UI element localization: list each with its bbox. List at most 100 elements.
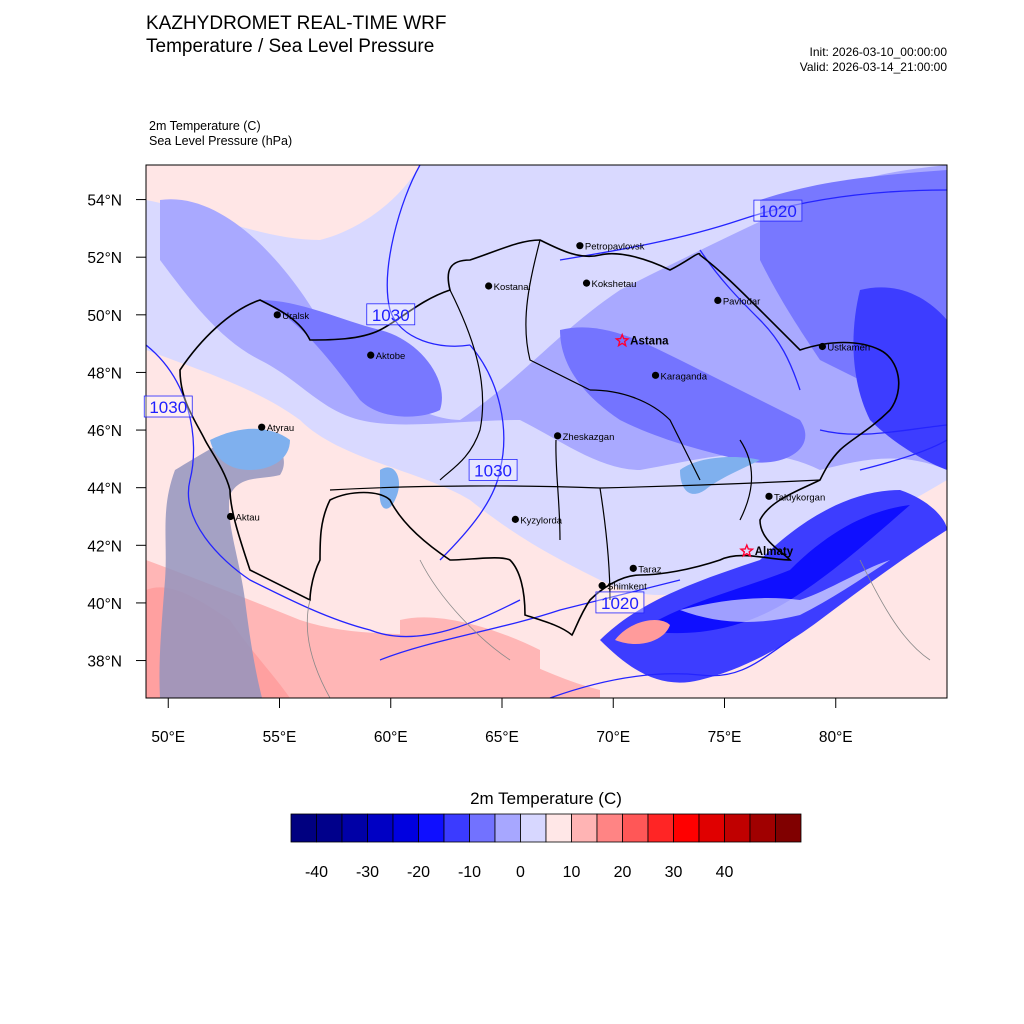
colorbar-label: 20	[614, 864, 632, 881]
isobar-label: 1030	[149, 398, 187, 417]
lat-tick-label: 38°N	[87, 654, 122, 671]
colorbar-swatch	[673, 813, 700, 843]
field-label-temperature: 2m Temperature (C)	[149, 119, 261, 133]
valid-time: Valid: 2026-03-14_21:00:00	[799, 60, 947, 74]
temperature-colorbar: -40 -30 -20 -10 0 10 20 30 40	[290, 813, 802, 881]
colorbar-swatch	[698, 813, 725, 843]
lat-tick-label: 42°N	[87, 538, 122, 555]
city-label: Atyrau	[267, 423, 294, 434]
city-dot-icon	[651, 371, 660, 379]
borders	[179, 239, 931, 698]
lon-tick-label: 65°E	[485, 729, 519, 746]
lon-tick-label: 55°E	[263, 729, 297, 746]
colorbar-title: 2m Temperature (C)	[470, 789, 622, 808]
city-label: Karaganda	[661, 371, 708, 382]
city-markers: Petropavlovsk Kostanai Kokshetau Pavlodar Ur…	[226, 242, 870, 593]
isobar-label: 1030	[372, 306, 410, 325]
colorbar-swatch	[571, 813, 598, 843]
lon-tick-label: 50°E	[151, 729, 185, 746]
isobar-label-box	[366, 303, 416, 326]
colorbar-label: -40	[305, 864, 328, 881]
isobar-label-box	[468, 458, 518, 481]
colorbar-swatch	[392, 813, 419, 843]
isobar-label: 1020	[759, 202, 797, 221]
city-dot-icon	[226, 512, 235, 521]
city-label: Shimkent	[607, 582, 647, 593]
isobar-label: 1020	[601, 594, 639, 613]
colorbar-swatch	[520, 813, 547, 843]
city-label: Almaty	[755, 546, 794, 558]
colorbar-swatch	[622, 813, 649, 843]
lat-tick-label: 50°N	[87, 308, 122, 325]
city-label: Pavlodar	[723, 296, 761, 307]
city-dot-icon	[554, 432, 562, 440]
lat-tick-label: 54°N	[87, 193, 122, 210]
colorbar-swatch	[469, 813, 496, 843]
colorbar-swatch	[749, 813, 776, 843]
capital-star-icon	[739, 543, 755, 558]
city-label: Taraz	[638, 564, 661, 575]
isobar-labels: 1020 1030 1030 1030 1020	[143, 199, 803, 614]
city-label: Taldykorgan	[774, 492, 825, 503]
colorbar-swatch	[418, 813, 445, 843]
colorbar-swatch	[367, 813, 394, 843]
city-label: Kokshetau	[592, 279, 637, 290]
city-dot-icon	[818, 342, 827, 351]
city-label: Kyzylorda	[520, 515, 562, 526]
colorbar-label: 10	[563, 864, 581, 881]
colorbar-swatch	[316, 813, 343, 843]
lon-tick-label: 75°E	[708, 729, 742, 746]
city-dot-icon	[367, 351, 375, 359]
colorbar-swatch	[545, 813, 572, 843]
city-label: Zheskazgan	[563, 432, 615, 443]
colorbar-label: 0	[516, 864, 525, 881]
city-dot-icon	[511, 515, 519, 523]
colorbar-label: -10	[458, 864, 481, 881]
lat-tick-label: 48°N	[87, 365, 122, 382]
isobar-label-box	[143, 395, 193, 418]
city-label: Ustkamen	[827, 343, 870, 354]
colorbar-label: -20	[407, 864, 430, 881]
capital-star-icon	[614, 332, 630, 348]
city-dot-icon	[765, 492, 773, 500]
map-field	[146, 165, 947, 698]
city-label: Astana	[630, 336, 669, 348]
colorbar-swatch	[596, 813, 623, 843]
lon-tick-label: 80°E	[819, 729, 853, 746]
city-dot-icon	[714, 296, 722, 305]
chart-title: KAZHYDROMET REAL-TIME WRF	[146, 13, 447, 34]
colorbar-label: 30	[665, 864, 683, 881]
colorbar-label: -30	[356, 864, 379, 881]
isobar-label: 1030	[474, 461, 512, 480]
lat-tick-label: 52°N	[87, 250, 122, 267]
city-dot-icon	[258, 423, 266, 431]
city-dot-icon	[582, 279, 591, 287]
city-dot-icon	[485, 282, 493, 290]
isobars	[146, 165, 947, 698]
lon-tick-label: 60°E	[374, 729, 408, 746]
isobar-label-box	[753, 199, 803, 222]
latitude-ticks: 54°N 52°N 50°N 48°N 46°N 44°N 42°N 40°N 38°N	[87, 193, 146, 671]
lat-tick-label: 46°N	[87, 423, 122, 440]
city-dot-icon	[598, 582, 606, 590]
colorbar-swatch	[724, 813, 751, 843]
colorbar-swatch	[775, 813, 802, 843]
city-label: Kostanai	[494, 282, 531, 293]
isobar-label-box	[595, 591, 645, 614]
chart-subtitle: Temperature / Sea Level Pressure	[146, 36, 435, 57]
colorbar-swatch	[647, 813, 674, 843]
lon-tick-label: 70°E	[596, 729, 630, 746]
lat-tick-label: 40°N	[87, 596, 122, 613]
city-label: Aktobe	[376, 351, 406, 362]
colorbar-label: 40	[716, 864, 734, 881]
field-label-pressure: Sea Level Pressure (hPa)	[149, 134, 293, 148]
longitude-ticks: 50°E 55°E 60°E 65°E 70°E 75°E 80°E	[151, 698, 853, 746]
colorbar-swatch	[290, 813, 317, 843]
lat-tick-label: 44°N	[87, 481, 122, 498]
colorbar-swatch	[443, 813, 470, 843]
colorbar-swatch	[341, 813, 368, 843]
city-dot-icon	[576, 242, 584, 250]
city-label: Uralsk	[282, 311, 309, 322]
city-label: Petropavlovsk	[585, 242, 645, 253]
